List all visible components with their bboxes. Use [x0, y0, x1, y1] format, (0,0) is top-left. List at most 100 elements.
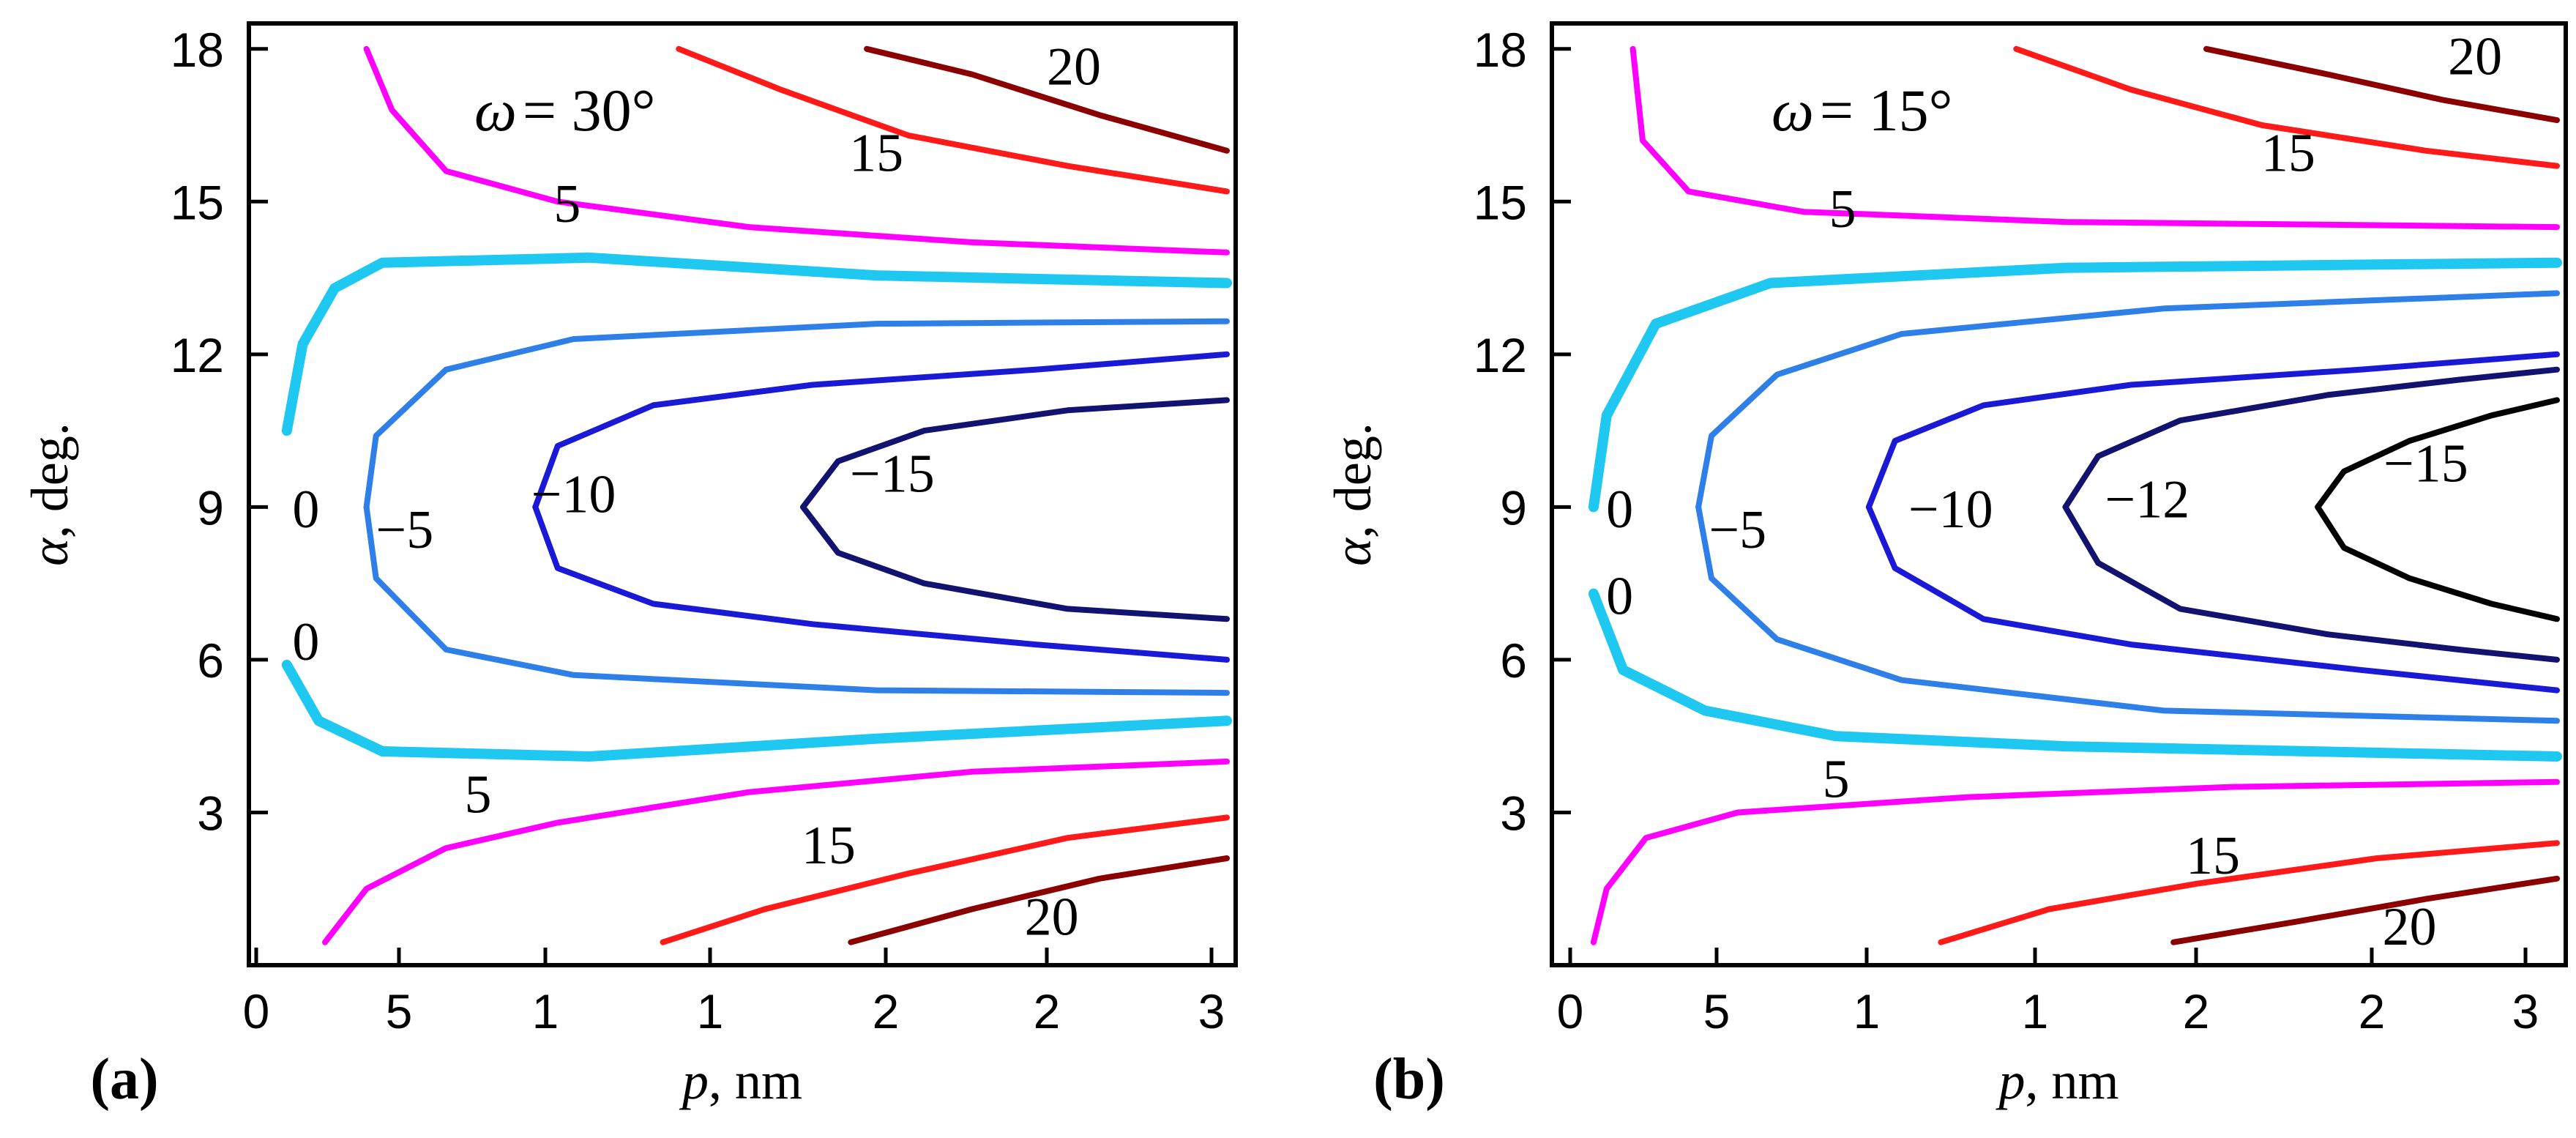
y-tick-label: 3	[1500, 786, 1527, 840]
y-tick-label: 12	[1474, 328, 1527, 382]
contour-line	[281, 252, 1232, 436]
contour-label: −15	[2383, 434, 2468, 494]
y-axis-label: α, deg.	[20, 423, 79, 566]
contour-line	[532, 351, 1230, 510]
contour-label: 15	[2186, 826, 2240, 886]
contour-label: 5	[1823, 750, 1850, 810]
contour-label: 5	[1829, 179, 1856, 239]
y-tick-label: 9	[197, 480, 224, 535]
contour-line	[676, 45, 1230, 195]
contour-line	[2315, 504, 2560, 622]
contour-label: −10	[531, 464, 616, 524]
plot-frame	[247, 21, 1238, 967]
x-axis-var: p	[1995, 1052, 2025, 1110]
contour-line	[363, 318, 1230, 510]
y-tick-label: 18	[1474, 23, 1527, 77]
contour-line	[2315, 397, 2560, 510]
contour-label: 0	[292, 612, 319, 672]
x-tick-label: 5	[1703, 984, 1731, 1038]
contour-line	[1695, 504, 2560, 724]
contour-label: 0	[292, 480, 319, 540]
omega-annotation: ω= 30°	[474, 77, 655, 144]
contour-label: 20	[2383, 897, 2437, 957]
y-tick-label: 6	[1500, 633, 1527, 688]
x-axis-label: p, nm	[679, 1052, 802, 1110]
y-tick-label: 15	[171, 175, 224, 229]
contour-label: −15	[850, 445, 935, 505]
y-axis-var: α	[20, 538, 79, 566]
omega-symbol: ω	[474, 77, 517, 144]
x-axis-unit: , nm	[2025, 1052, 2118, 1110]
omega-value: = 30°	[523, 77, 656, 144]
y-tick-label: 9	[1500, 480, 1527, 535]
omega-annotation: ω= 15°	[1772, 77, 1952, 144]
contour-line	[1865, 351, 2560, 510]
x-tick-label: 0	[243, 984, 270, 1038]
contour-line	[848, 855, 1230, 945]
contour-label: −5	[1709, 500, 1766, 560]
contour-line	[1695, 290, 2560, 510]
x-tick-label: 1	[697, 984, 724, 1038]
contour-label: −5	[376, 500, 433, 560]
contour-label: 0	[1606, 566, 1633, 626]
plot-frame	[1550, 21, 2568, 967]
panel-label: (a)	[90, 1047, 158, 1112]
contour-label: −12	[2105, 469, 2190, 529]
contour-label: 20	[1047, 37, 1101, 97]
x-tick-label: 1	[532, 984, 559, 1038]
contour-line	[2062, 366, 2560, 510]
y-axis-label: α, deg.	[1324, 423, 1382, 566]
contour-line	[1629, 45, 2560, 231]
x-tick-label: 0	[1557, 984, 1584, 1038]
contour-line	[660, 814, 1230, 945]
contour-label: 5	[553, 174, 580, 234]
y-axis-var: α	[1324, 538, 1382, 566]
contour-line	[2203, 45, 2560, 124]
contour-line	[2170, 875, 2560, 945]
x-tick-label: 2	[2183, 984, 2210, 1038]
contour-line	[281, 659, 1232, 762]
contour-label: 15	[2261, 124, 2315, 184]
contour-line	[1588, 257, 2562, 513]
panel-label: (b)	[1373, 1047, 1445, 1112]
x-tick-label: 3	[1198, 984, 1225, 1038]
contour-line	[800, 504, 1230, 622]
contour-label: 5	[464, 765, 491, 825]
x-tick-label: 3	[2512, 984, 2539, 1038]
contour-label: 15	[849, 124, 903, 184]
contour-label: 15	[802, 816, 856, 876]
y-axis-unit: , deg.	[1324, 423, 1382, 538]
contour-label: −10	[1908, 480, 1993, 540]
y-tick-label: 15	[1474, 175, 1527, 229]
contour-label: 0	[1606, 480, 1633, 540]
contour-label: 20	[1025, 887, 1079, 947]
contour-line	[1865, 504, 2560, 693]
contour-line	[2013, 45, 2560, 169]
contour-line	[1590, 778, 2560, 945]
omega-symbol: ω	[1772, 77, 1814, 144]
contour-line	[1938, 840, 2560, 945]
y-tick-label: 18	[171, 23, 224, 77]
x-axis-var: p	[679, 1052, 709, 1110]
y-tick-label: 3	[197, 786, 224, 840]
x-tick-label: 2	[873, 984, 900, 1038]
contour-line	[363, 504, 1230, 696]
contour-line	[322, 758, 1230, 945]
contour-line	[363, 45, 1230, 256]
x-tick-label: 2	[2359, 984, 2386, 1038]
contour-line	[2062, 504, 2560, 663]
x-tick-label: 1	[1853, 984, 1881, 1038]
x-tick-label: 1	[2022, 984, 2049, 1038]
contour-line	[800, 397, 1230, 510]
x-axis-label: p, nm	[1995, 1052, 2118, 1110]
y-tick-label: 12	[171, 328, 224, 382]
y-tick-label: 6	[197, 633, 224, 688]
contour-line	[532, 504, 1230, 663]
x-axis-unit: , nm	[709, 1052, 802, 1110]
x-tick-label: 5	[386, 984, 413, 1038]
x-tick-label: 2	[1034, 984, 1061, 1038]
contour-line	[1588, 588, 2562, 762]
